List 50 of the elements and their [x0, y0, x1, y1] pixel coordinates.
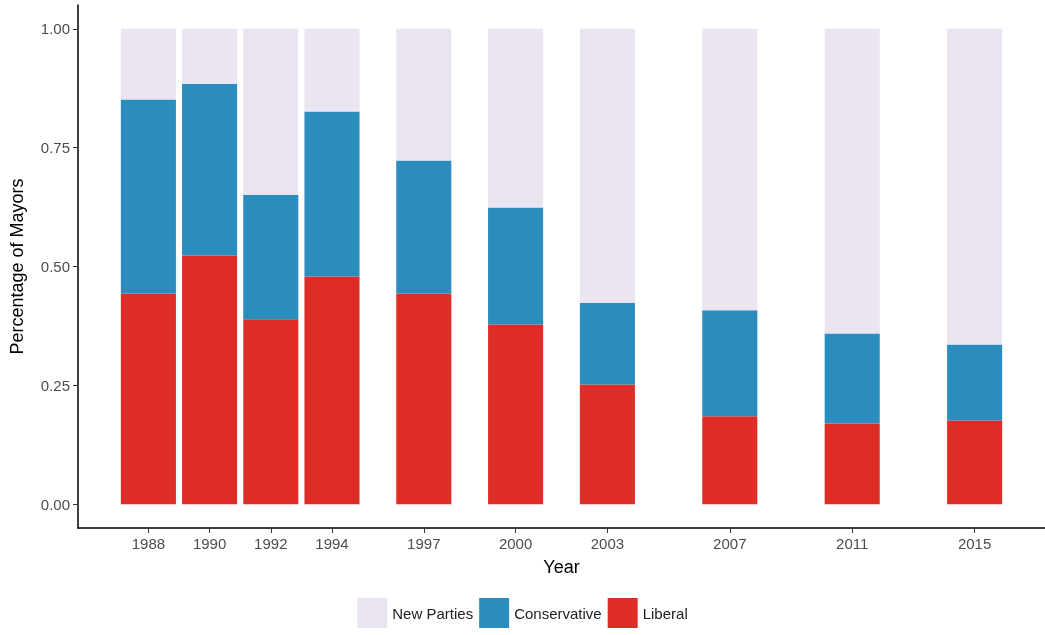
bar	[304, 28, 360, 112]
bar	[243, 319, 299, 505]
bar	[120, 28, 176, 100]
bar	[243, 28, 299, 195]
x-tick-label: 1997	[407, 535, 441, 552]
y-axis-title: Percentage of Mayors	[7, 178, 27, 355]
bar	[488, 324, 544, 505]
x-axis-title: Year	[543, 557, 580, 577]
legend-label: Conservative	[514, 604, 602, 622]
bar	[579, 28, 635, 303]
x-tick-label: 1992	[254, 535, 288, 552]
bar	[947, 420, 1003, 505]
x-tick-label: 1988	[131, 535, 166, 552]
bar	[824, 423, 880, 505]
bar	[396, 293, 452, 505]
y-tick-label: 0.00	[40, 495, 70, 513]
bar	[120, 293, 176, 505]
x-tick-label: 2000	[498, 535, 533, 552]
bar	[488, 207, 544, 325]
bar	[182, 28, 238, 84]
y-tick-label: 0.25	[40, 376, 70, 394]
x-tick-label: 2015	[957, 535, 992, 552]
bar	[243, 194, 299, 320]
y-tick-label: 0.75	[40, 139, 70, 157]
bar	[182, 255, 238, 505]
bar	[304, 111, 360, 277]
bar	[182, 83, 238, 256]
bar	[304, 276, 360, 505]
bar	[702, 416, 758, 505]
x-tick-label: 2003	[590, 535, 625, 552]
x-tick-label: 1994	[315, 535, 349, 552]
legend-label: Liberal	[642, 604, 688, 622]
bar	[579, 302, 635, 385]
bar	[396, 28, 452, 161]
bar	[947, 344, 1003, 421]
y-tick-label: 1.00	[40, 20, 70, 38]
bar	[824, 28, 880, 334]
x-tick-label: 2007	[713, 535, 747, 552]
x-tick-label: 2011	[836, 535, 869, 552]
x-tick-label: 1990	[192, 535, 227, 552]
bar	[702, 28, 758, 311]
bar	[579, 384, 635, 505]
bar	[120, 99, 176, 294]
y-tick-label: 0.50	[40, 258, 70, 275]
bar	[702, 310, 758, 417]
bar	[488, 28, 544, 208]
bar	[824, 333, 880, 424]
legend-label: New Parties	[392, 604, 474, 622]
bar	[396, 160, 452, 294]
bar	[947, 28, 1003, 345]
